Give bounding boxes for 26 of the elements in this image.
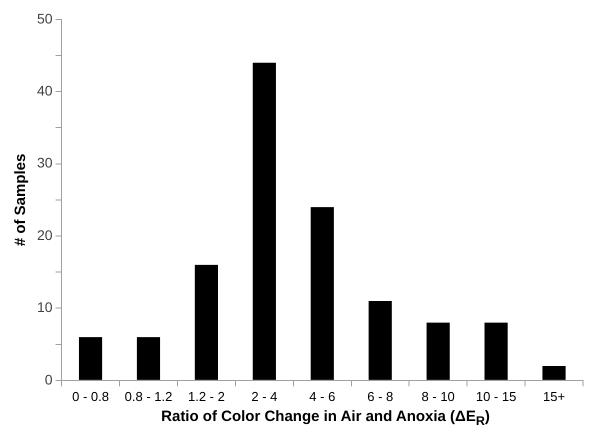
bar xyxy=(310,207,334,380)
x-tick-label: 4 - 6 xyxy=(309,388,336,404)
bar xyxy=(426,322,450,380)
x-tick-label: 0.8 - 1.2 xyxy=(124,388,172,404)
bar xyxy=(484,322,508,380)
x-tick-label: 15+ xyxy=(543,388,566,404)
bar xyxy=(542,366,566,380)
y-tick-label: 0 xyxy=(44,371,53,388)
x-tick-label: 0 - 0.8 xyxy=(72,388,109,404)
bar xyxy=(252,62,276,380)
y-tick-label: 30 xyxy=(36,154,53,171)
x-tick-label: 10 - 15 xyxy=(476,388,516,404)
x-tick-label: 6 - 8 xyxy=(367,388,394,404)
x-tick-label: 8 - 10 xyxy=(422,388,455,404)
y-tick-label: 40 xyxy=(36,82,53,98)
y-axis-title: # of Samples xyxy=(12,154,30,246)
x-tick-label: 2 - 4 xyxy=(251,388,278,404)
y-tick-label: 10 xyxy=(36,299,53,316)
x-axis-title: Ratio of Color Change in Air and Anoxia (ΔE$_{R}$) xyxy=(160,408,491,428)
y-tick-label: 20 xyxy=(36,226,53,243)
bar xyxy=(368,300,392,380)
bar xyxy=(78,337,102,380)
x-tick-label: 1.2 - 2 xyxy=(188,388,225,404)
bar xyxy=(136,337,160,380)
y-tick-label: 50 xyxy=(36,10,53,26)
bar xyxy=(194,264,218,380)
